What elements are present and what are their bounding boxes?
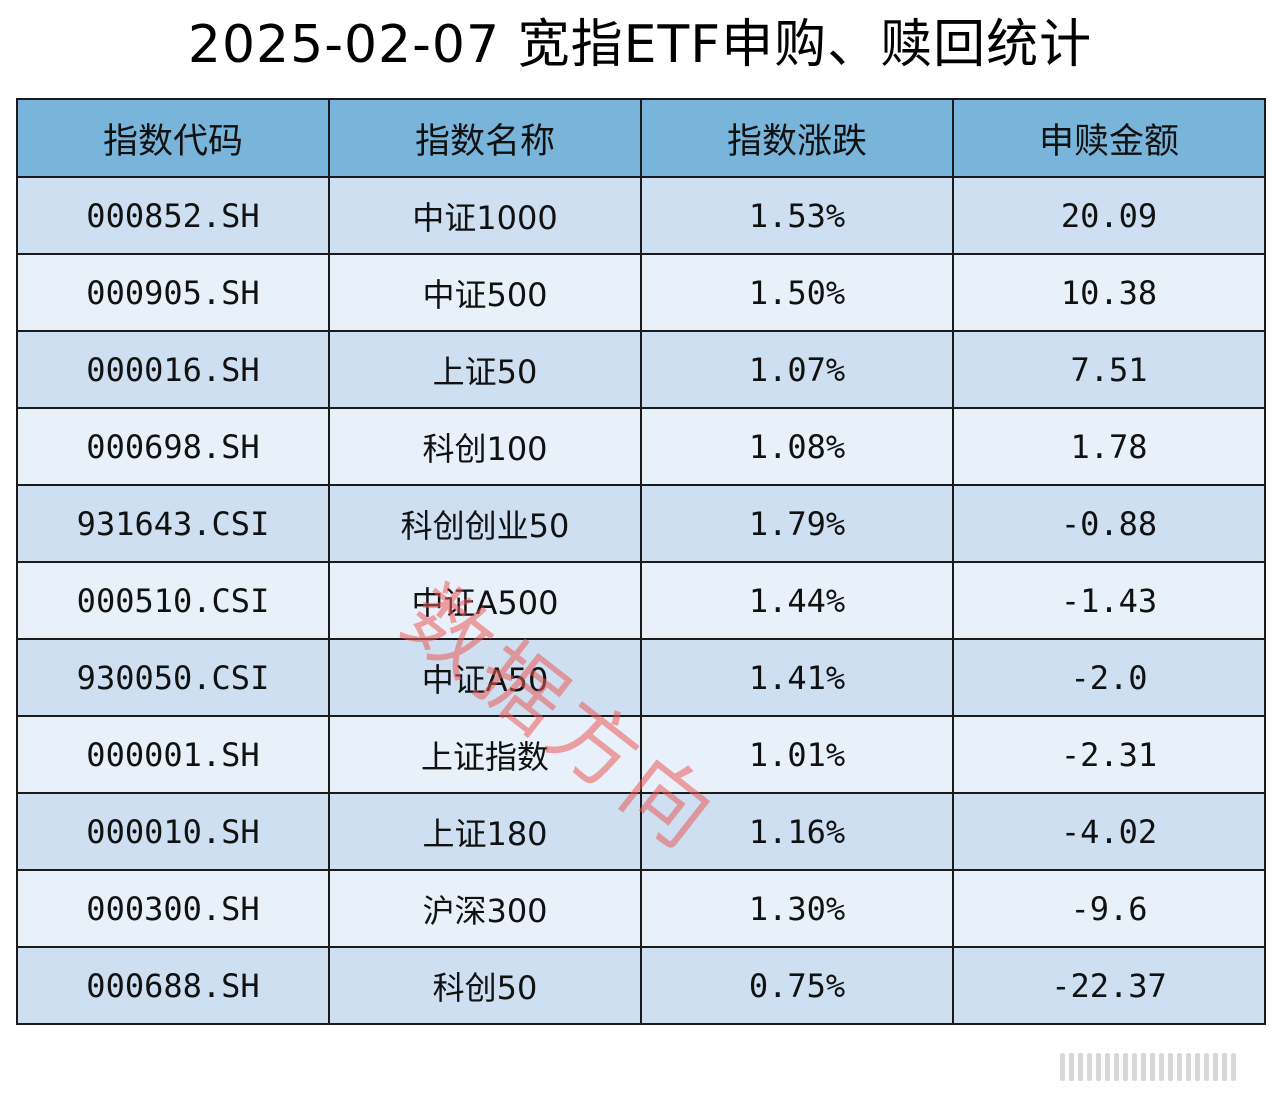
table-row: 000010.SH 上证180 1.16% -4.02: [16, 792, 1266, 871]
index-code: 000852.SH: [16, 176, 330, 255]
index-code: 000688.SH: [16, 946, 330, 1025]
index-name: 上证50: [328, 330, 642, 409]
table-row: 000688.SH 科创50 0.75% -22.37: [16, 946, 1266, 1025]
index-change: 1.79%: [640, 484, 954, 563]
table-row: 000852.SH 中证1000 1.53% 20.09: [16, 176, 1266, 255]
table-row: 000905.SH 中证500 1.50% 10.38: [16, 253, 1266, 332]
index-name: 科创创业50: [328, 484, 642, 563]
index-code: 000698.SH: [16, 407, 330, 486]
net-amount: -2.31: [952, 715, 1266, 794]
net-amount: 7.51: [952, 330, 1266, 409]
index-name: 中证1000: [328, 176, 642, 255]
index-change: 1.01%: [640, 715, 954, 794]
header-index-change: 指数涨跌: [640, 98, 954, 178]
table-row: 000001.SH 上证指数 1.01% -2.31: [16, 715, 1266, 794]
index-code: 000016.SH: [16, 330, 330, 409]
index-code: 000300.SH: [16, 869, 330, 948]
index-name: 中证500: [328, 253, 642, 332]
index-name: 上证180: [328, 792, 642, 871]
table-row: 000016.SH 上证50 1.07% 7.51: [16, 330, 1266, 409]
etf-table: 指数代码 指数名称 指数涨跌 申赎金额 000852.SH 中证1000 1.5…: [16, 98, 1266, 1025]
index-code: 930050.CSI: [16, 638, 330, 717]
index-change: 0.75%: [640, 946, 954, 1025]
index-change: 1.07%: [640, 330, 954, 409]
index-code: 000001.SH: [16, 715, 330, 794]
net-amount: 1.78: [952, 407, 1266, 486]
net-amount: -1.43: [952, 561, 1266, 640]
index-change: 1.30%: [640, 869, 954, 948]
header-index-name: 指数名称: [328, 98, 642, 178]
index-change: 1.50%: [640, 253, 954, 332]
index-name: 科创100: [328, 407, 642, 486]
net-amount: -2.0: [952, 638, 1266, 717]
net-amount: -4.02: [952, 792, 1266, 871]
header-row: 指数代码 指数名称 指数涨跌 申赎金额: [16, 98, 1266, 178]
header-index-code: 指数代码: [16, 98, 330, 178]
index-name: 上证指数: [328, 715, 642, 794]
index-code: 000010.SH: [16, 792, 330, 871]
table-row: 000698.SH 科创100 1.08% 1.78: [16, 407, 1266, 486]
page-title: 2025-02-07 宽指ETF申购、赎回统计: [187, 15, 1093, 75]
index-change: 1.41%: [640, 638, 954, 717]
index-change: 1.08%: [640, 407, 954, 486]
table-row: 000510.CSI 中证A500 1.44% -1.43: [16, 561, 1266, 640]
index-change: 1.44%: [640, 561, 954, 640]
index-name: 中证A500: [328, 561, 642, 640]
index-change: 1.16%: [640, 792, 954, 871]
image-toolbar-decoration: [1060, 1052, 1250, 1082]
index-code: 000905.SH: [16, 253, 330, 332]
net-amount: 10.38: [952, 253, 1266, 332]
table-row: 930050.CSI 中证A50 1.41% -2.0: [16, 638, 1266, 717]
index-code: 000510.CSI: [16, 561, 330, 640]
header-amount: 申赎金额: [952, 98, 1266, 178]
index-code: 931643.CSI: [16, 484, 330, 563]
net-amount: -9.6: [952, 869, 1266, 948]
net-amount: -22.37: [952, 946, 1266, 1025]
index-name: 科创50: [328, 946, 642, 1025]
net-amount: -0.88: [952, 484, 1266, 563]
index-name: 沪深300: [328, 869, 642, 948]
index-change: 1.53%: [640, 176, 954, 255]
index-name: 中证A50: [328, 638, 642, 717]
net-amount: 20.09: [952, 176, 1266, 255]
table-row: 000300.SH 沪深300 1.30% -9.6: [16, 869, 1266, 948]
table-row: 931643.CSI 科创创业50 1.79% -0.88: [16, 484, 1266, 563]
